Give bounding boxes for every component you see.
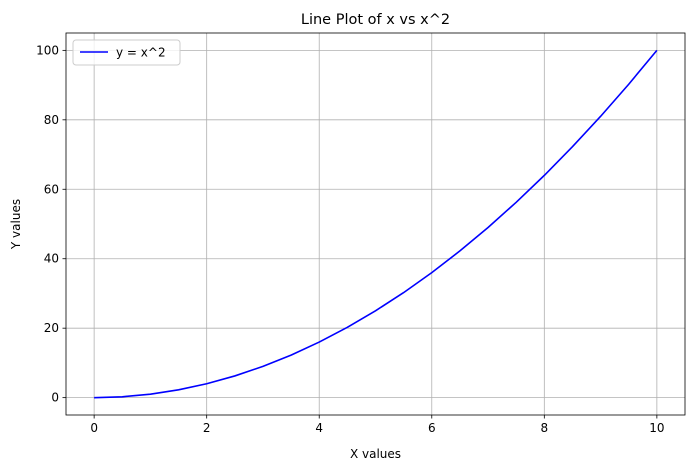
chart-title: Line Plot of x vs x^2 (301, 12, 450, 28)
series-layer (94, 49, 658, 399)
x-tick-label: 8 (540, 421, 548, 435)
x-tick-label: 0 (90, 421, 98, 435)
y-tick-label: 20 (44, 321, 59, 335)
y-tick-label: 60 (44, 182, 59, 196)
x-tick-label: 4 (315, 421, 323, 435)
legend: y = x^2 (72, 39, 181, 66)
y-axis-label: Y values (9, 199, 23, 250)
y-tick-label: 40 (44, 252, 59, 266)
x-tick-label: 6 (428, 421, 436, 435)
x-axis-label: X values (350, 447, 401, 461)
y-tick-label: 100 (36, 43, 59, 57)
y-tick-label: 80 (44, 113, 59, 127)
y-tick-label: 0 (51, 391, 59, 405)
x-tick-label: 10 (649, 421, 664, 435)
grid (66, 33, 685, 415)
legend-box (72, 39, 181, 66)
x-tick-label: 2 (203, 421, 211, 435)
legend-entry-label: y = x^2 (116, 46, 166, 60)
series-line-0 (94, 49, 658, 399)
plot-frame (65, 32, 686, 416)
